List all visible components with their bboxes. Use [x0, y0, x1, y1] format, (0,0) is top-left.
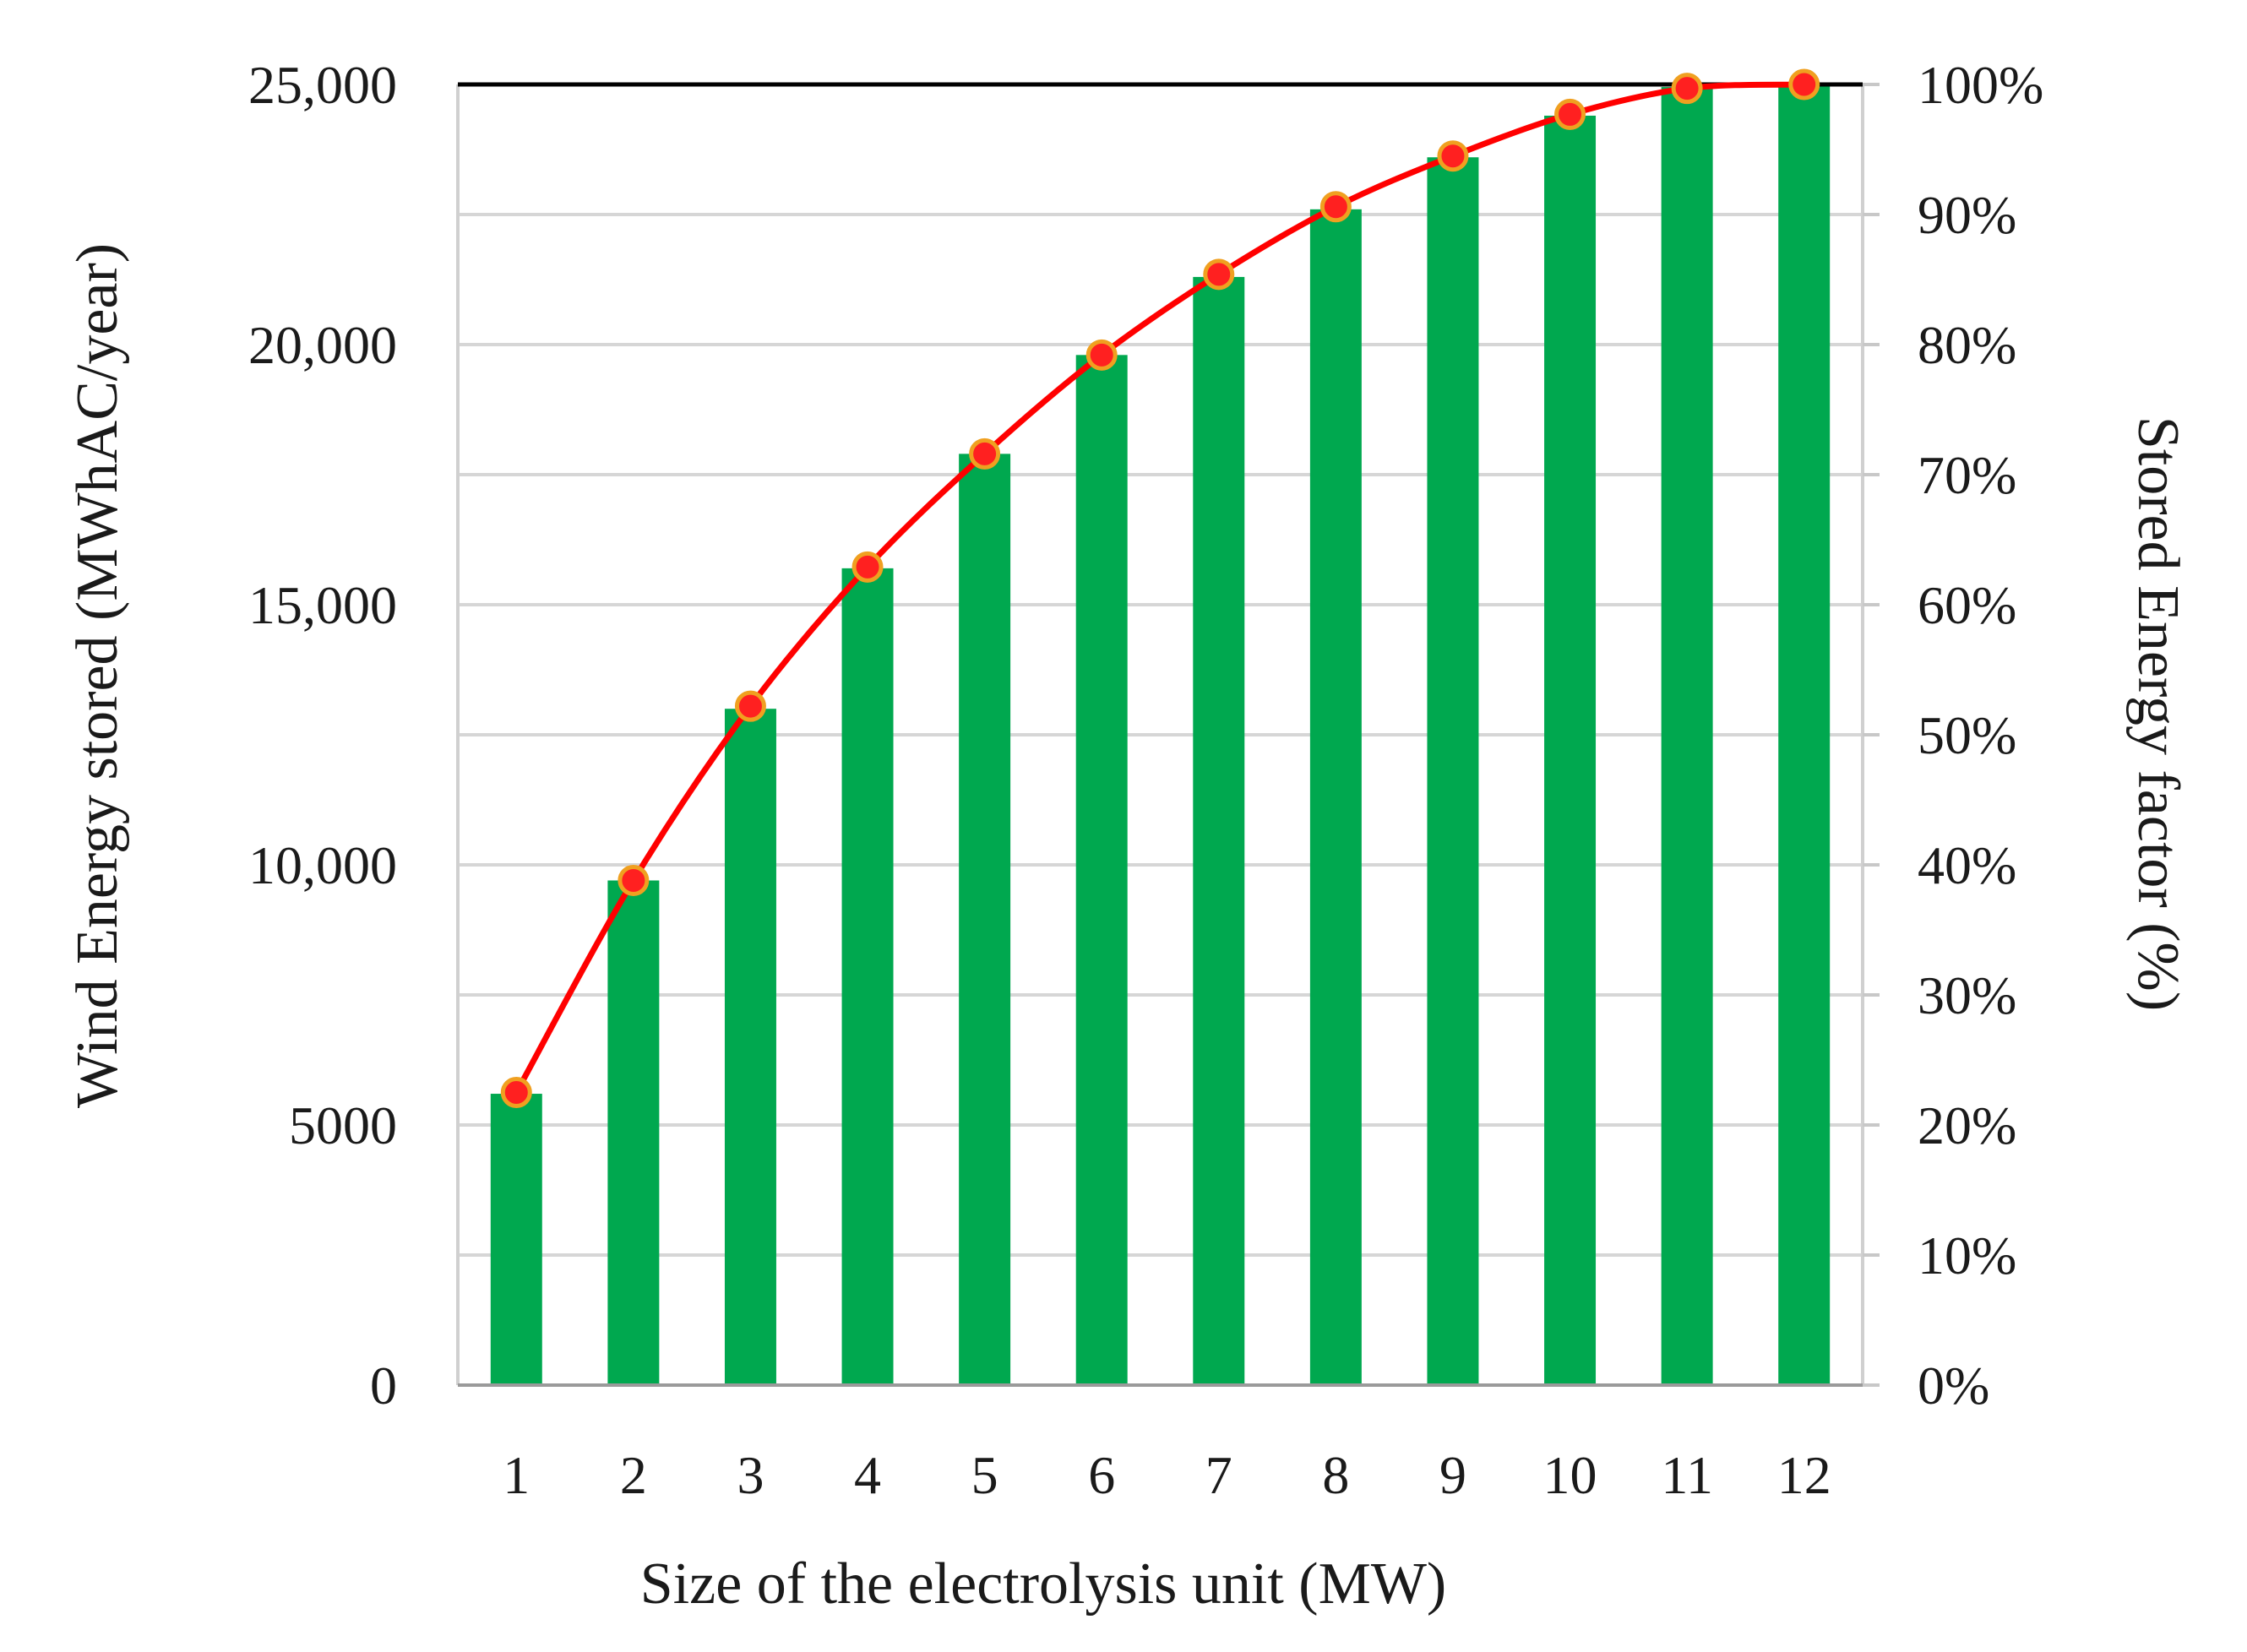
right-tick-label: 90%: [1918, 185, 2016, 245]
bar-2: [607, 880, 660, 1385]
x-tick-label: 11: [1661, 1445, 1713, 1505]
line-point-8: [1319, 191, 1352, 223]
bar-8: [1309, 209, 1362, 1386]
bar-11: [1661, 87, 1713, 1386]
x-axis-ticks: 1 2 3 4 5 6 7 8 9 10 11 12: [503, 1445, 1831, 1505]
line-point-11: [1671, 73, 1703, 105]
x-tick-label: 10: [1543, 1445, 1597, 1505]
left-tick-label: 20,000: [248, 315, 397, 375]
bar-4: [841, 568, 894, 1385]
bar-3: [724, 709, 776, 1385]
x-tick-label: 3: [737, 1445, 764, 1505]
right-tick-label: 0%: [1918, 1356, 1989, 1416]
line-series-stored-factor: [500, 68, 1820, 1108]
bar-5: [959, 454, 1011, 1385]
left-axis-ticks: 0 5000 10,000 15,000 20,000 25,000: [248, 55, 397, 1416]
x-tick-label: 4: [854, 1445, 881, 1505]
right-tick-label: 80%: [1918, 315, 2016, 375]
right-axis-title: Stored Energy factor (%): [2125, 416, 2190, 1011]
x-tick-label: 2: [620, 1445, 647, 1505]
gridlines: [458, 213, 1863, 1257]
bar-9: [1427, 157, 1479, 1386]
line-point-6: [1085, 339, 1118, 371]
right-axis-ticks: 0% 10% 20% 30% 40% 50% 60% 70% 80% 90% 100%: [1863, 55, 2043, 1416]
x-tick-label: 6: [1088, 1445, 1115, 1505]
bar-series-wind-energy: [490, 84, 1831, 1386]
right-tick-label: 70%: [1918, 445, 2016, 505]
left-tick-label: 25,000: [248, 55, 397, 115]
line-point-4: [851, 551, 884, 583]
line-point-9: [1437, 140, 1469, 172]
left-tick-label: 15,000: [248, 575, 397, 635]
x-tick-label: 7: [1205, 1445, 1232, 1505]
line-point-1: [500, 1077, 532, 1108]
left-tick-label: 5000: [289, 1095, 397, 1155]
x-axis-title: Size of the electrolysis unit (MW): [640, 1551, 1446, 1617]
stored-factor-line: [514, 81, 1804, 1095]
line-point-3: [734, 690, 766, 722]
bar-1: [490, 1094, 542, 1385]
line-point-5: [969, 437, 1001, 470]
line-point-7: [1203, 258, 1235, 291]
x-tick-label: 9: [1439, 1445, 1466, 1505]
right-tick-label: 30%: [1918, 965, 2016, 1025]
x-tick-label: 12: [1777, 1445, 1831, 1505]
line-point-12: [1788, 68, 1820, 101]
left-tick-label: 0: [370, 1356, 397, 1416]
right-tick-label: 60%: [1918, 575, 2016, 635]
bar-12: [1778, 84, 1831, 1385]
left-tick-label: 10,000: [248, 835, 397, 895]
x-tick-label: 5: [971, 1445, 998, 1505]
left-axis-title: Wind Energy stored (MWhAC/year): [65, 243, 130, 1108]
bar-6: [1075, 355, 1128, 1385]
right-tick-label: 10%: [1918, 1225, 2016, 1285]
right-tick-label: 40%: [1918, 835, 2016, 895]
right-tick-label: 100%: [1918, 55, 2043, 115]
right-tick-label: 50%: [1918, 705, 2016, 765]
bar-7: [1193, 276, 1245, 1385]
right-tick-label: 20%: [1918, 1095, 2016, 1155]
bar-10: [1544, 115, 1597, 1386]
line-point-10: [1554, 98, 1586, 130]
x-tick-label: 8: [1322, 1445, 1349, 1505]
x-tick-label: 1: [503, 1445, 530, 1505]
line-point-2: [618, 864, 650, 896]
